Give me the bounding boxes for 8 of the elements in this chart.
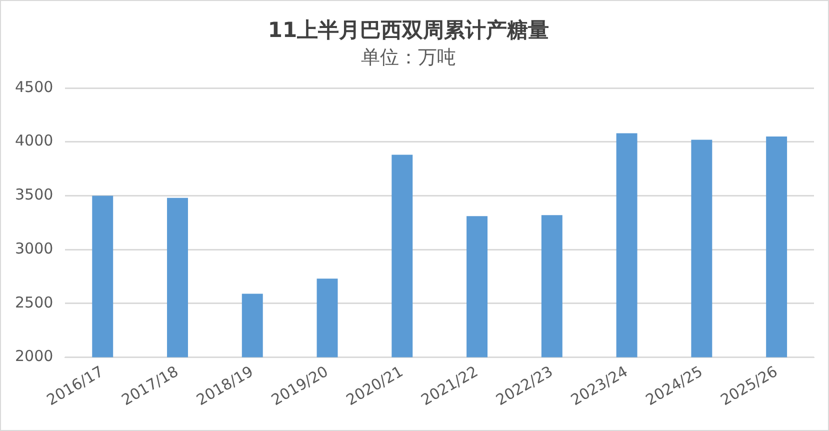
y-tick-label: 2000: [14, 347, 54, 366]
y-tick-label: 3000: [14, 239, 54, 258]
y-tick-label: 2500: [14, 293, 54, 312]
y-tick-label: 3500: [14, 186, 54, 204]
y-tick-label: 4500: [14, 78, 54, 96]
chart-subtitle: 单位：万吨: [361, 46, 456, 69]
y-tick-label: 4000: [14, 132, 54, 150]
chart-title: 11上半月巴西双周累计产糖量: [268, 18, 550, 42]
